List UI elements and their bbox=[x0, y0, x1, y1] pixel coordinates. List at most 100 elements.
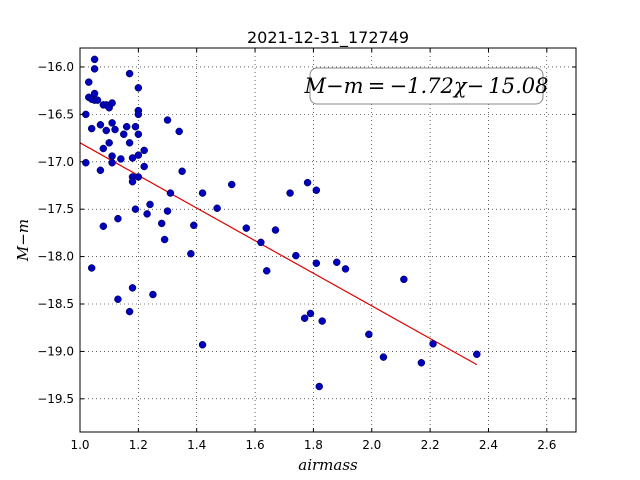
data-point bbox=[417, 359, 426, 367]
data-point bbox=[400, 275, 408, 284]
data-point bbox=[286, 189, 294, 197]
data-point bbox=[365, 330, 373, 339]
chart-title: 2021-12-31_172749 bbox=[247, 28, 409, 48]
y-tick-label: −19.5 bbox=[37, 392, 74, 406]
data-point bbox=[473, 350, 481, 359]
y-tick-labels: −16.0 −16.5 −17.0 −17.5 −18.0 −18.5 −19.0 −19.5 bbox=[37, 60, 74, 406]
data-point bbox=[102, 126, 111, 135]
data-point bbox=[242, 224, 251, 232]
data-point bbox=[96, 121, 105, 129]
data-point bbox=[90, 89, 99, 98]
data-point bbox=[149, 290, 157, 299]
data-point bbox=[96, 166, 105, 175]
data-point bbox=[82, 158, 90, 167]
y-tick-label: −17.0 bbox=[37, 155, 74, 169]
data-point bbox=[300, 314, 309, 322]
y-tick-label: −16.0 bbox=[37, 60, 74, 74]
data-point bbox=[99, 222, 108, 231]
data-point bbox=[131, 205, 140, 213]
data-points bbox=[82, 55, 481, 391]
data-point bbox=[85, 78, 93, 86]
data-point bbox=[117, 155, 125, 163]
data-point bbox=[114, 295, 122, 304]
data-point bbox=[120, 130, 128, 139]
plot-frame bbox=[79, 47, 577, 433]
data-point bbox=[312, 259, 321, 267]
x-tick-label: 1.0 bbox=[70, 438, 89, 452]
fit-line bbox=[79, 142, 478, 366]
data-point bbox=[134, 173, 143, 181]
data-point bbox=[429, 340, 437, 348]
x-tick-label: 2.6 bbox=[537, 438, 556, 452]
data-point bbox=[108, 158, 116, 167]
data-point bbox=[213, 204, 221, 212]
data-point bbox=[128, 177, 137, 186]
data-point bbox=[257, 238, 265, 247]
data-point bbox=[90, 65, 99, 73]
data-point bbox=[99, 144, 108, 153]
data-point bbox=[306, 309, 315, 318]
data-point bbox=[341, 265, 350, 273]
data-point bbox=[108, 152, 116, 160]
data-point bbox=[312, 186, 321, 194]
grid-lines bbox=[79, 48, 576, 432]
data-point bbox=[90, 55, 99, 64]
y-tick-label: −18.5 bbox=[37, 297, 74, 311]
data-point bbox=[140, 146, 148, 155]
data-point bbox=[134, 110, 143, 119]
data-point bbox=[128, 284, 137, 292]
data-point bbox=[198, 189, 207, 197]
data-point bbox=[303, 178, 312, 187]
x-tick-label: 1.4 bbox=[187, 438, 206, 452]
x-tick-label: 2.0 bbox=[362, 438, 381, 452]
data-point bbox=[93, 96, 102, 104]
data-point bbox=[140, 162, 148, 171]
data-point bbox=[160, 235, 169, 244]
data-point bbox=[111, 125, 119, 134]
y-tick-label: −18.0 bbox=[37, 250, 74, 264]
data-point bbox=[333, 258, 341, 267]
y-tick-label: −19.0 bbox=[37, 344, 74, 358]
fit-equation-box: M−m = −1.72χ− 15.08 bbox=[304, 67, 549, 105]
data-point bbox=[125, 307, 134, 316]
y-tick-label: −17.5 bbox=[37, 202, 74, 216]
data-point bbox=[131, 122, 140, 131]
x-tick-labels: 1.0 1.2 1.4 1.6 1.8 2.0 2.2 2.4 2.6 bbox=[70, 438, 556, 452]
data-point bbox=[379, 353, 388, 361]
data-point bbox=[163, 116, 172, 124]
data-point bbox=[166, 189, 175, 197]
data-point bbox=[187, 249, 195, 258]
data-point bbox=[157, 219, 166, 228]
x-axis-label: airmass bbox=[298, 456, 358, 474]
data-point bbox=[271, 226, 280, 234]
x-tick-label: 1.2 bbox=[129, 438, 148, 452]
data-point bbox=[198, 341, 207, 349]
data-point bbox=[134, 130, 143, 139]
data-point bbox=[292, 251, 300, 260]
data-point bbox=[114, 214, 122, 223]
data-point bbox=[134, 84, 143, 92]
fit-line-group bbox=[79, 142, 478, 366]
data-point bbox=[163, 207, 172, 215]
fit-equation-text: M−m = −1.72χ− 15.08 bbox=[304, 74, 549, 98]
data-point bbox=[125, 69, 134, 78]
data-point bbox=[105, 139, 113, 147]
x-tick-label: 2.4 bbox=[479, 438, 498, 452]
data-point bbox=[108, 99, 116, 107]
data-point bbox=[175, 127, 183, 136]
data-point bbox=[318, 317, 326, 325]
y-axis-label: M−m bbox=[14, 219, 32, 262]
data-point bbox=[227, 180, 236, 189]
x-tick-label: 2.2 bbox=[421, 438, 440, 452]
data-point bbox=[178, 167, 186, 176]
data-point bbox=[87, 124, 96, 133]
y-tick-label: −16.5 bbox=[37, 107, 74, 121]
data-point bbox=[190, 221, 198, 230]
x-tick-label: 1.8 bbox=[304, 438, 323, 452]
data-point bbox=[146, 200, 154, 209]
axis-ticks bbox=[79, 48, 576, 432]
data-point bbox=[315, 382, 323, 391]
data-point bbox=[125, 139, 134, 147]
